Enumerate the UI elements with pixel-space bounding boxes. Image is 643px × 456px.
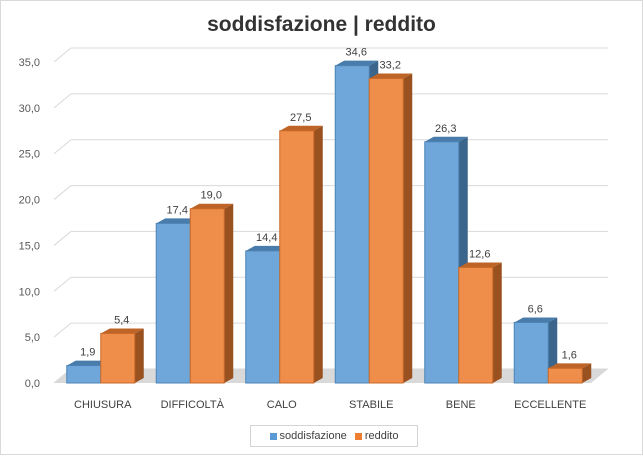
legend-item-soddisfazione: soddisfazione [269,430,347,442]
bar-top-soddisfazione [156,218,200,224]
data-label: 19,0 [201,190,222,202]
data-label: 12,6 [469,248,490,260]
bar-top-reddito [458,262,502,268]
bar-top-soddisfazione [514,317,558,323]
y-tick-label: 15,0 [19,240,40,252]
gridline-diagonal [53,139,72,155]
bar-top-soddisfazione [424,136,468,142]
data-label: 27,5 [290,112,311,124]
bar-side-reddito [403,73,413,383]
bar-side-reddito [582,363,592,383]
data-label: 1,9 [80,347,95,359]
data-label: 26,3 [435,123,456,135]
bar-top-reddito [190,203,234,209]
data-label: 17,4 [167,204,188,216]
chart-title: soddisfazione | reddito [207,13,436,36]
legend-item-reddito: reddito [354,430,399,442]
legend-label-reddito: reddito [364,430,399,442]
gridline-diagonal [53,231,72,246]
bar-top-reddito [279,125,323,131]
gridline-diagonal [53,93,72,109]
data-label: 14,4 [256,232,277,244]
gridline-diagonal [53,185,72,200]
bar-soddisfazione [155,222,191,384]
bar-reddito [100,332,136,384]
legend-swatch-reddito [354,432,362,440]
bar-side-reddito [313,125,323,384]
x-tick-label: CALO [267,399,297,411]
bar-side-reddito [134,328,144,383]
bar-reddito [458,266,494,384]
y-tick-label: 0,0 [25,378,40,390]
y-tick-label: 30,0 [19,103,40,115]
data-label: 5,4 [114,314,129,326]
gridline-diagonal [53,276,72,292]
gridline-diagonal [53,322,72,338]
bar-soddisfazione [245,250,281,384]
x-tick-label: DIFFICOLTÀ [161,398,225,411]
legend-swatch-soddisfazione [269,432,277,440]
y-tick-label: 5,0 [25,332,40,344]
bar-soddisfazione [334,65,370,384]
data-label: 33,2 [380,60,401,72]
bar-soddisfazione [424,141,460,384]
gridline-diagonal [53,47,72,63]
bar-top-soddisfazione [66,360,110,366]
bar-top-reddito [548,363,592,369]
bar-reddito [547,367,583,384]
chart-legend: soddisfazione reddito [250,425,418,447]
data-label: 6,6 [528,303,543,315]
bar-soddisfazione [66,365,102,384]
y-tick-label: 20,0 [19,195,40,207]
bar-top-reddito [369,73,413,79]
data-label: 34,6 [346,47,367,59]
y-tick-label: 35,0 [19,57,40,69]
x-tick-label: CHIUSURA [74,399,132,411]
bar-side-reddito [224,203,234,383]
x-tick-label: BENE [446,399,476,411]
y-tick-label: 10,0 [19,286,40,298]
bar-top-soddisfazione [245,245,289,251]
data-label: 1,6 [562,349,577,361]
y-tick-label: 25,0 [19,149,40,161]
bar-side-reddito [492,262,502,383]
bar-reddito [279,130,315,384]
bar-top-reddito [100,328,144,334]
x-tick-label: STABILE [349,399,393,411]
bar-soddisfazione [513,321,549,384]
x-tick-label: ECCELLENTE [514,399,586,411]
bar-reddito [189,208,225,384]
legend-label-soddisfazione: soddisfazione [279,430,347,442]
bar-top-soddisfazione [335,60,379,66]
bar-reddito [368,78,404,384]
